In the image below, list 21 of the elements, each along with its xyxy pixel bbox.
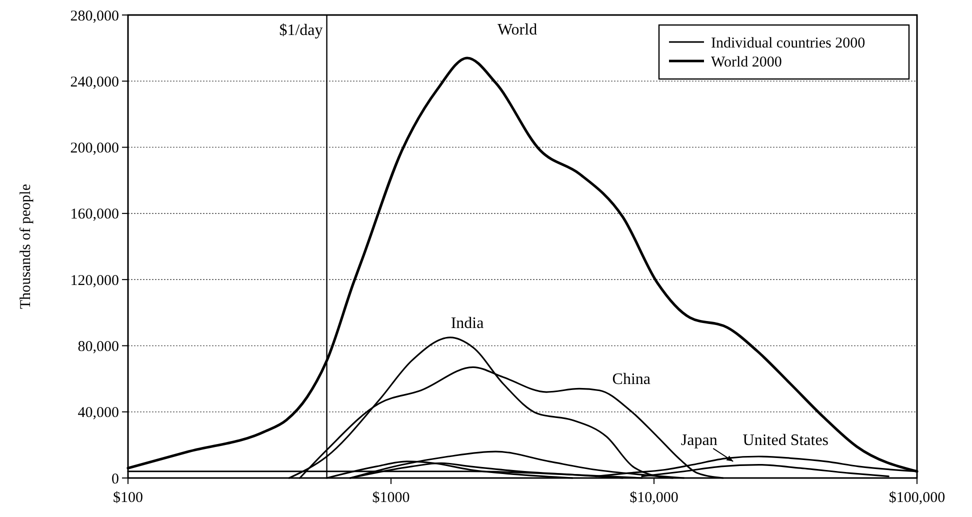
y-axis-title: Thousands of people xyxy=(18,184,34,309)
series-label: Japan xyxy=(680,432,718,450)
y-tick-label: 240,000 xyxy=(70,74,119,90)
ref-line-label: $1/day xyxy=(279,22,323,39)
annotation: Individual countries 2000 xyxy=(711,35,866,52)
y-tick-label: 40,000 xyxy=(78,405,119,422)
series-label: World xyxy=(497,22,538,39)
annotation: World 2000 xyxy=(711,54,782,70)
series-label: United States xyxy=(742,432,829,450)
y-tick-label: 80,000 xyxy=(78,338,119,355)
series-label: India xyxy=(450,315,484,332)
x-tick-label: $100,000 xyxy=(888,490,946,506)
x-tick-label: $1000 xyxy=(372,490,410,506)
x-tick-label: $100 xyxy=(113,490,143,506)
y-tick-label: 200,000 xyxy=(70,140,119,157)
x-tick-label: $10,000 xyxy=(630,490,678,506)
y-tick-label: 120,000 xyxy=(70,272,119,289)
y-tick-label: 0 xyxy=(112,471,119,488)
series-label: China xyxy=(612,370,651,388)
y-tick-label: 160,000 xyxy=(70,206,119,223)
y-tick-label: 280,000 xyxy=(70,8,119,24)
